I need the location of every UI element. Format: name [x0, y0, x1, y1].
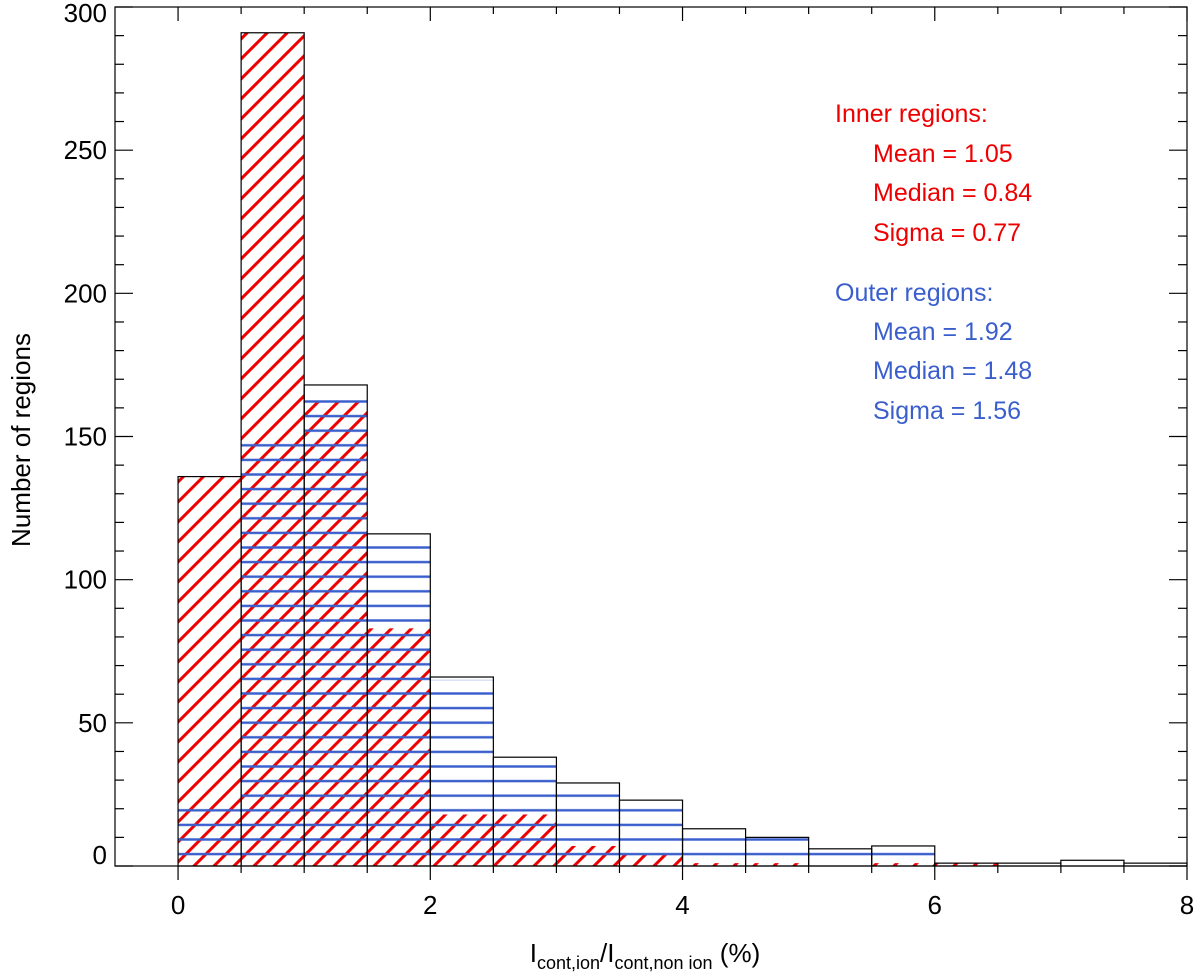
inner-median: Median = 0.84: [873, 179, 1032, 207]
x-label-suffix: (%): [713, 938, 761, 968]
x-axis-label: Icont,ion/Icont,non ion (%): [530, 938, 760, 973]
outer-title: Outer regions:: [835, 279, 993, 307]
outer-stats-annotation: Outer regions: Mean = 1.92 Median = 1.48…: [835, 279, 1032, 425]
outer-bar: [1123, 863, 1187, 866]
x-label-sub2: cont,non ion: [614, 953, 712, 973]
inner-title: Inner regions:: [835, 100, 988, 128]
outer-bar: [808, 848, 872, 866]
outer-bar: [619, 800, 683, 866]
outer-bar: [934, 863, 998, 866]
y-tick-label: 50: [78, 708, 107, 738]
x-label-main: I: [530, 938, 537, 968]
y-axis-label: Number of regions: [6, 333, 36, 547]
y-tick-label: 0: [93, 840, 107, 870]
inner-stats-annotation: Inner regions: Mean = 1.05 Median = 0.84…: [835, 100, 1032, 247]
x-label-slash: /I: [600, 938, 614, 968]
outer-mean: Mean = 1.92: [873, 318, 1013, 346]
y-tick-label: 250: [64, 135, 107, 165]
outer-bar: [682, 828, 746, 866]
outer-bar: [493, 757, 557, 866]
x-tick-label: 8: [1180, 890, 1194, 920]
x-tick-label: 4: [675, 890, 689, 920]
x-axis: 0 2 4 6 8: [171, 7, 1194, 920]
x-tick-label: 6: [928, 890, 942, 920]
y-tick-label: 150: [64, 422, 107, 452]
y-tick-label: 200: [64, 278, 107, 308]
x-label-sub1: cont,ion: [537, 953, 600, 973]
y-axis: 0 50 100 150 200 250 300: [64, 0, 1187, 870]
outer-bar: [178, 800, 242, 866]
outer-bar: [871, 845, 935, 866]
outer-bar: [997, 863, 1061, 866]
outer-bar: [304, 396, 368, 866]
outer-bar: [241, 436, 305, 866]
x-tick-label: 2: [423, 890, 437, 920]
outer-bar: [1060, 860, 1124, 866]
inner-mean: Mean = 1.05: [873, 140, 1013, 168]
outer-median: Median = 1.48: [873, 357, 1032, 385]
outer-bar: [745, 837, 809, 866]
y-tick-label: 100: [64, 565, 107, 595]
outer-bar: [556, 782, 620, 866]
x-tick-label: 0: [171, 890, 185, 920]
outer-bar: [430, 679, 494, 866]
outer-bar: [367, 533, 431, 866]
inner-sigma: Sigma = 0.77: [873, 219, 1021, 247]
outer-regions-series: [178, 396, 1187, 866]
y-tick-label: 300: [64, 0, 107, 28]
outer-sigma: Sigma = 1.56: [873, 397, 1021, 425]
